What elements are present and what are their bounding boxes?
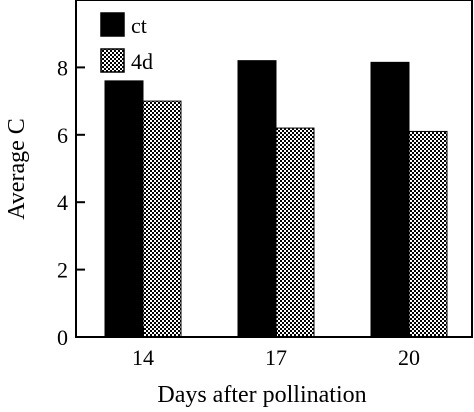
y-axis: 0 2 4 6 8 bbox=[57, 55, 85, 350]
legend-label-4d: 4d bbox=[131, 49, 153, 74]
legend-swatch-ct bbox=[100, 12, 125, 37]
x-tick-label-17: 17 bbox=[265, 345, 287, 370]
bar-4d-14 bbox=[142, 100, 182, 338]
y-tick-label-2: 2 bbox=[57, 258, 68, 283]
y-tick-label-6: 6 bbox=[57, 123, 68, 148]
bar-4d-17 bbox=[275, 127, 315, 338]
legend-swatch-4d bbox=[100, 48, 125, 73]
bar-ct-20 bbox=[370, 61, 410, 338]
y-tick-label-4: 4 bbox=[57, 190, 68, 215]
y-tick-label-0: 0 bbox=[57, 325, 68, 350]
x-axis-label: Days after pollination bbox=[157, 382, 366, 408]
bars-group bbox=[104, 60, 448, 338]
bar-ct-17 bbox=[237, 60, 277, 338]
x-axis: 14 17 20 bbox=[132, 328, 420, 370]
y-axis-label: Average C bbox=[4, 118, 30, 220]
legend-label-ct: ct bbox=[131, 13, 147, 38]
y-tick-label-8: 8 bbox=[57, 55, 68, 80]
plot-frame bbox=[75, 0, 473, 338]
bar-4d-20 bbox=[408, 130, 448, 338]
x-tick-label-20: 20 bbox=[398, 345, 420, 370]
legend: ct 4d bbox=[100, 12, 153, 74]
bar-ct-14 bbox=[104, 80, 144, 338]
x-tick-label-14: 14 bbox=[132, 345, 154, 370]
